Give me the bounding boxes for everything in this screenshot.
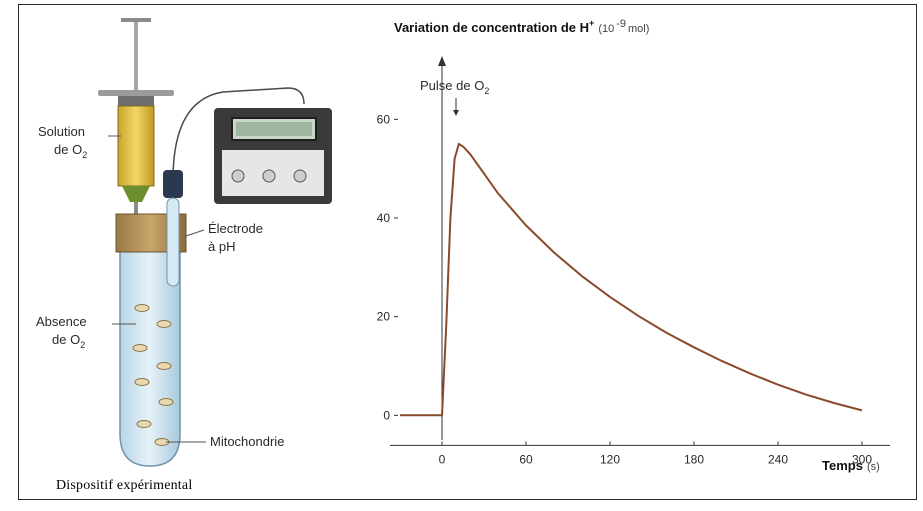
series-line	[400, 142, 863, 417]
label-solution-o2: de O2	[54, 142, 87, 160]
label-mitochondrie: Mitochondrie	[210, 434, 284, 449]
chart-title-unit-end: mol)	[628, 23, 649, 35]
chart-title-text: Variation de concentration de H	[394, 20, 589, 35]
meter-knob	[262, 169, 276, 183]
electrode-cable	[172, 87, 305, 181]
mitochondria-group	[132, 304, 174, 446]
label-absence-o2-text: de O	[52, 332, 80, 347]
label-solution: Solution	[38, 124, 85, 139]
syringe-flange	[98, 90, 174, 96]
y-tick-label: 40	[377, 211, 391, 225]
x-tick-label: 180	[684, 452, 704, 466]
x-axis-label-text: Temps	[822, 458, 863, 473]
leader-lines	[108, 135, 206, 443]
annotation-arrow-head	[453, 110, 459, 116]
mitochondrion	[158, 398, 174, 406]
electrode-cap	[163, 170, 183, 198]
label-absence: Absence	[36, 314, 87, 329]
meter-display-screen	[236, 122, 312, 136]
x-tick-label: 300	[852, 452, 872, 466]
x-axis-unit: (s)	[867, 461, 880, 473]
figure-caption: Dispositif expérimental	[56, 478, 193, 493]
label-absence-o2-sub: 2	[80, 340, 85, 350]
test-tube	[115, 213, 187, 467]
x-tick-label: 120	[600, 452, 620, 466]
electrode-body	[166, 197, 180, 287]
annotation-text: Pulse de O	[420, 78, 484, 93]
ph-electrode	[163, 87, 305, 287]
label-solution-o2-sub: 2	[82, 150, 87, 160]
syringe-needle-hub	[122, 186, 150, 202]
chart-title-sup: +	[589, 18, 594, 28]
mitochondrion	[136, 420, 152, 428]
meter-knob	[231, 169, 245, 183]
label-absence-o2: de O2	[52, 332, 85, 350]
chart-annotation: Pulse de O2	[420, 78, 489, 116]
mitochondrion	[156, 362, 172, 370]
chart-axes	[390, 56, 890, 446]
mitochondrion	[134, 378, 150, 386]
h-concentration-chart: Variation de concentration de H+ (10 -9 mol…	[377, 18, 890, 473]
tube-glass	[119, 243, 181, 467]
x-tick-label: 0	[439, 452, 446, 466]
plunger-rod	[134, 22, 138, 96]
label-solution-o2-text: de O	[54, 142, 82, 157]
experimental-apparatus: Solution de O2 Électrode à pH Absence de…	[36, 18, 332, 467]
x-tick-label: 60	[519, 452, 533, 466]
oxygen-solution	[117, 105, 155, 187]
label-electrode: Électrode	[208, 221, 263, 236]
y-tick-label: 0	[383, 408, 390, 422]
chart-title: Variation de concentration de H+ (10 -9 mol…	[394, 18, 649, 35]
annotation-label: Pulse de O2	[420, 78, 489, 96]
chart-title-unit: (10	[598, 23, 614, 35]
meter-knob	[293, 169, 307, 183]
mitochondrion	[132, 344, 148, 352]
mitochondrion	[134, 304, 150, 312]
x-axis-label: Temps (s)	[822, 458, 880, 473]
plunger-handle	[121, 18, 151, 22]
x-tick-label: 240	[768, 452, 788, 466]
label-electrode-ph: à pH	[208, 239, 235, 254]
ph-meter	[214, 108, 332, 204]
chart-title-unit-exp: -9	[616, 18, 626, 30]
chart-ticks: 0 20 40 60 0 60 120 180 240 300	[377, 112, 873, 466]
annotation-subscript: 2	[484, 86, 489, 96]
mitochondrion	[156, 320, 172, 328]
plunger-head	[118, 96, 154, 106]
y-tick-label: 60	[377, 112, 391, 126]
y-axis-arrow	[438, 56, 446, 66]
y-tick-label: 20	[377, 310, 391, 324]
leader-line-electrode	[185, 229, 205, 237]
figure-frame	[18, 4, 917, 500]
